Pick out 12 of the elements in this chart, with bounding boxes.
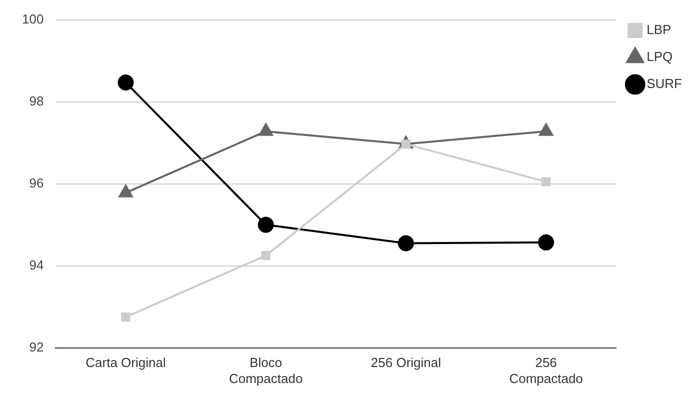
- x-tick-label: Carta Original: [86, 355, 166, 370]
- y-tick-label: 100: [22, 11, 44, 26]
- x-tick-label: Bloco Compactado: [228, 355, 303, 386]
- legend-label: LBP: [646, 22, 672, 38]
- x-tick-label: 256 Compactado: [509, 355, 583, 386]
- x-tick-label: 256 Original: [370, 355, 442, 370]
- y-tick-label: 94: [29, 257, 44, 272]
- legend-label: SURF: [646, 76, 682, 92]
- y-tick-label: 92: [29, 339, 44, 354]
- y-tick-label: 98: [29, 93, 44, 108]
- y-tick-label: 96: [29, 175, 44, 190]
- legend-label: LPQ: [646, 49, 673, 64]
